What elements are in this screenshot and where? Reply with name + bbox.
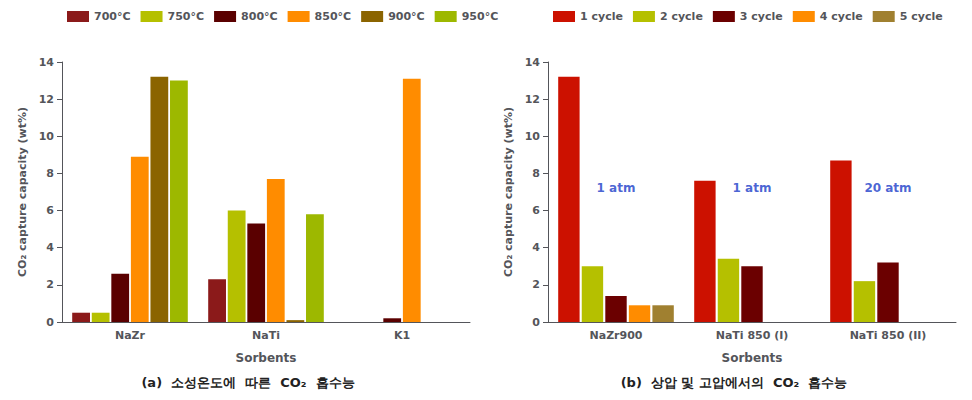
svg-text:900°C: 900°C <box>388 10 425 23</box>
svg-text:K1: K1 <box>394 329 410 342</box>
svg-text:(b) 상압 및 고압에서의 CO₂ 흡수능: (b) 상압 및 고압에서의 CO₂ 흡수능 <box>621 375 848 390</box>
svg-text:8: 8 <box>46 167 54 180</box>
svg-text:10: 10 <box>525 130 541 143</box>
svg-text:0: 0 <box>46 316 54 329</box>
svg-text:NaTi 850 (I): NaTi 850 (I) <box>716 329 789 342</box>
svg-text:4: 4 <box>532 241 540 254</box>
svg-text:1 atm: 1 atm <box>597 181 636 195</box>
svg-text:NaZr: NaZr <box>115 329 146 342</box>
svg-text:NaTi: NaTi <box>252 329 280 342</box>
svg-text:0: 0 <box>532 316 540 329</box>
svg-text:NaZr900: NaZr900 <box>590 329 643 342</box>
svg-text:12: 12 <box>525 93 540 106</box>
svg-text:1 cycle: 1 cycle <box>580 10 623 23</box>
svg-text:20 atm: 20 atm <box>864 181 911 195</box>
svg-text:2: 2 <box>46 278 54 291</box>
svg-text:Sorbents: Sorbents <box>722 351 783 365</box>
svg-text:2: 2 <box>532 278 540 291</box>
svg-text:6: 6 <box>532 204 540 217</box>
svg-text:CO₂ capture capacity (wt%): CO₂ capture capacity (wt%) <box>502 107 515 277</box>
svg-text:14: 14 <box>525 56 541 69</box>
svg-text:4 cycle: 4 cycle <box>820 10 863 23</box>
svg-text:3 cycle: 3 cycle <box>740 10 783 23</box>
svg-text:850°C: 850°C <box>315 10 352 23</box>
svg-text:14: 14 <box>39 56 55 69</box>
svg-text:NaTi 850 (II): NaTi 850 (II) <box>850 329 927 342</box>
svg-text:(a) 소성온도에 따른 CO₂ 흡수능: (a) 소성온도에 따른 CO₂ 흡수능 <box>141 375 354 390</box>
svg-text:Sorbents: Sorbents <box>236 351 297 365</box>
svg-text:4: 4 <box>46 241 54 254</box>
svg-text:8: 8 <box>532 167 540 180</box>
svg-text:800°C: 800°C <box>241 10 278 23</box>
svg-text:700°C: 700°C <box>94 10 131 23</box>
svg-text:1 atm: 1 atm <box>733 181 772 195</box>
svg-text:CO₂ capture capacity (wt%): CO₂ capture capacity (wt%) <box>16 107 29 277</box>
svg-text:5 cycle: 5 cycle <box>900 10 943 23</box>
svg-text:10: 10 <box>39 130 55 143</box>
svg-text:12: 12 <box>39 93 54 106</box>
svg-text:2 cycle: 2 cycle <box>660 10 703 23</box>
svg-text:950°C: 950°C <box>462 10 499 23</box>
svg-text:750°C: 750°C <box>168 10 205 23</box>
svg-text:6: 6 <box>46 204 54 217</box>
